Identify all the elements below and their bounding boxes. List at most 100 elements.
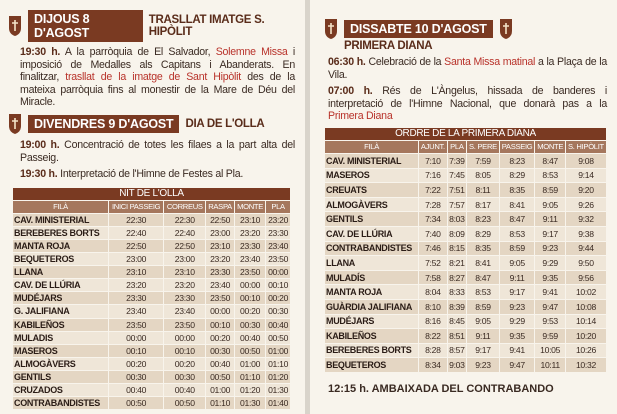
table-row: MULADIS 00:00 00:00 00:20 00:40 00:50 bbox=[12, 330, 291, 345]
fila-name: CAV. MINISTERIAL bbox=[12, 212, 109, 227]
time-cell: 8:22 bbox=[418, 328, 448, 344]
time-cell: 8:51 bbox=[446, 328, 468, 344]
time-cell: 23:40 bbox=[107, 304, 165, 319]
time-cell: 8:35 bbox=[466, 240, 500, 257]
table-row: BEREBERES BORTS 22:40 22:40 23:00 23:20 23:30 bbox=[12, 225, 291, 240]
fila-name: GUÀRDIA JALIFIANA bbox=[323, 298, 420, 315]
time-cell: 00:20 bbox=[107, 356, 165, 371]
time-cell: 8:28 bbox=[418, 342, 448, 359]
time-cell: 8:53 bbox=[498, 225, 536, 242]
time-cell: 8:41 bbox=[466, 255, 500, 271]
table-row: BEREBERES BORTS 8:28 8:57 9:17 9:41 10:05 10:2… bbox=[323, 342, 608, 359]
time-cell: 9:14 bbox=[564, 167, 608, 184]
table-row: BEQUETEROS 8:34 9:03 9:23 9:47 10:11 10:32 bbox=[323, 357, 608, 373]
time-cell: 8:45 bbox=[446, 313, 468, 330]
time-cell: 8:05 bbox=[466, 167, 500, 184]
time-cell: 01:30 bbox=[265, 382, 291, 398]
time-cell: 10:02 bbox=[564, 284, 608, 300]
fila-name: KABILEÑOS bbox=[12, 317, 109, 332]
time-cell: 9:03 bbox=[446, 357, 468, 373]
time-cell: 9:35 bbox=[498, 328, 536, 344]
time-cell: 8:16 bbox=[418, 313, 448, 330]
time-cell: 10:32 bbox=[564, 357, 608, 373]
fila-name: MANTA ROJA bbox=[323, 284, 420, 300]
time-cell: 01:40 bbox=[265, 396, 291, 411]
table-row: MULADÍS 7:58 8:27 8:47 9:11 9:35 9:56 bbox=[323, 269, 608, 286]
time-cell: 00:30 bbox=[265, 304, 291, 319]
table-row: MANTA ROJA 22:50 22:50 23:10 23:30 23:40 bbox=[12, 238, 291, 254]
header-row: FILÀ INICI PASSEIG CORREUS RASPA MONTE PLA bbox=[12, 199, 291, 214]
table-row: CAV. MINISTERIAL 7:10 7:39 7:59 8:23 8:47 9:08 bbox=[323, 152, 608, 169]
table-row: KABILEÑOS 23:50 23:50 00:10 00:30 00:40 bbox=[12, 317, 291, 332]
time-cell: 23:10 bbox=[163, 265, 207, 280]
column-header: PLA bbox=[446, 139, 468, 154]
text-run: Solemne Missa bbox=[215, 46, 288, 58]
table-title: NIT DE L'OLLA bbox=[12, 186, 291, 201]
time-cell: 00:40 bbox=[107, 382, 165, 398]
table-row: CAV. DE LLÚRIA 7:40 8:09 8:29 8:53 9:17 9:38 bbox=[323, 225, 608, 242]
time-cell: 8:11 bbox=[466, 182, 500, 198]
table-row: CREUATS 7:22 7:51 8:11 8:35 8:59 9:20 bbox=[323, 182, 608, 198]
header-row: FILÀ AJUNT. PLA S. PERE PASSEIG MONTE S. HIPÒL… bbox=[323, 139, 608, 154]
table-row: MASEROS 7:16 7:45 8:05 8:29 8:53 9:14 bbox=[323, 167, 608, 184]
time-cell: 9:23 bbox=[498, 298, 536, 315]
time-cell: 9:17 bbox=[534, 225, 566, 242]
column-header: S. PERE bbox=[466, 139, 500, 154]
time-cell: 9:44 bbox=[564, 240, 608, 257]
time-cell: 9:11 bbox=[534, 211, 566, 227]
time-cell: 8:27 bbox=[446, 269, 468, 286]
day-title: DIVENDRES 9 D'AGOST bbox=[28, 114, 180, 133]
time-cell: 22:30 bbox=[163, 212, 207, 227]
time-cell: 9:47 bbox=[534, 298, 566, 315]
table-row: CRUZADOS 00:40 00:40 01:00 01:20 01:30 bbox=[12, 382, 291, 398]
time-cell: 23:30 bbox=[205, 265, 235, 280]
time-cell: 23:10 bbox=[205, 238, 235, 254]
text-run: Primera Diana bbox=[328, 110, 393, 123]
fila-name: LLANA bbox=[323, 255, 420, 271]
time-cell: 7:58 bbox=[418, 269, 448, 286]
time-cell: 9:41 bbox=[498, 342, 536, 359]
fila-name: BEREBERES BORTS bbox=[323, 342, 420, 359]
time-cell: 9:32 bbox=[564, 211, 608, 227]
time: 06:30 h. bbox=[328, 56, 366, 68]
table-row: MUDÉJARS 23:30 23:30 23:50 00:10 00:20 bbox=[12, 291, 291, 306]
time-cell: 9:11 bbox=[498, 269, 536, 286]
time-cell: 7:57 bbox=[446, 196, 468, 213]
table-wrap: NIT DE L'OLLA FILÀ INICI PASSEIG CORREUS RAS… bbox=[12, 186, 291, 411]
time-cell: 9:17 bbox=[498, 284, 536, 300]
time: 07:00 h. bbox=[328, 85, 373, 98]
time-cell: 23:50 bbox=[233, 265, 267, 280]
time-cell: 8:23 bbox=[466, 211, 500, 227]
time-cell: 9:53 bbox=[534, 313, 566, 330]
time-cell: 9:20 bbox=[564, 182, 608, 198]
text-run: Concentració de totes les filaes a la pa… bbox=[20, 138, 295, 164]
time-cell: 00:00 bbox=[205, 304, 235, 319]
time-cell: 7:10 bbox=[418, 152, 448, 169]
time-cell: 7:28 bbox=[418, 196, 448, 213]
table-row: BEQUETEROS 23:00 23:00 23:20 23:40 23:50 bbox=[12, 252, 291, 267]
time-cell: 9:47 bbox=[498, 357, 536, 373]
time-cell: 7:22 bbox=[418, 182, 448, 198]
table-title: ORDRE DE LA PRIMERA DIANA bbox=[324, 126, 607, 141]
day-subtitle: DIA DE L'OLLA bbox=[185, 117, 265, 130]
time-cell: 8:03 bbox=[446, 211, 468, 227]
time-cell: 00:30 bbox=[233, 317, 267, 332]
text-run: des de la mateixa parròquia fins al mone… bbox=[20, 71, 296, 109]
time-cell: 9:38 bbox=[564, 225, 608, 242]
time-cell: 23:00 bbox=[107, 252, 165, 267]
fila-name: CONTRABANDISTES bbox=[323, 240, 420, 257]
time-cell: 10:08 bbox=[564, 298, 608, 315]
time-cell: 23:50 bbox=[107, 317, 165, 332]
time-cell: 9:17 bbox=[466, 342, 500, 359]
right-page: DISSABTE 10 D'AGOST PRIMERA DIANA 06:30 h.… bbox=[310, 0, 617, 414]
time-cell: 00:00 bbox=[233, 278, 267, 293]
fila-name: CAV. MINISTERIAL bbox=[323, 152, 420, 169]
fila-name: MASEROS bbox=[323, 167, 420, 184]
time-cell: 01:00 bbox=[205, 382, 235, 398]
title-row: ORDRE DE LA PRIMERA DIANA bbox=[324, 126, 607, 141]
table-row: GENTILS 7:34 8:03 8:23 8:47 9:11 9:32 bbox=[323, 211, 608, 227]
time-cell: 8:57 bbox=[446, 342, 468, 359]
time-cell: 8:59 bbox=[466, 298, 500, 315]
fila-name: MULADIS bbox=[12, 330, 109, 345]
fila-name: KABILEÑOS bbox=[323, 328, 420, 344]
